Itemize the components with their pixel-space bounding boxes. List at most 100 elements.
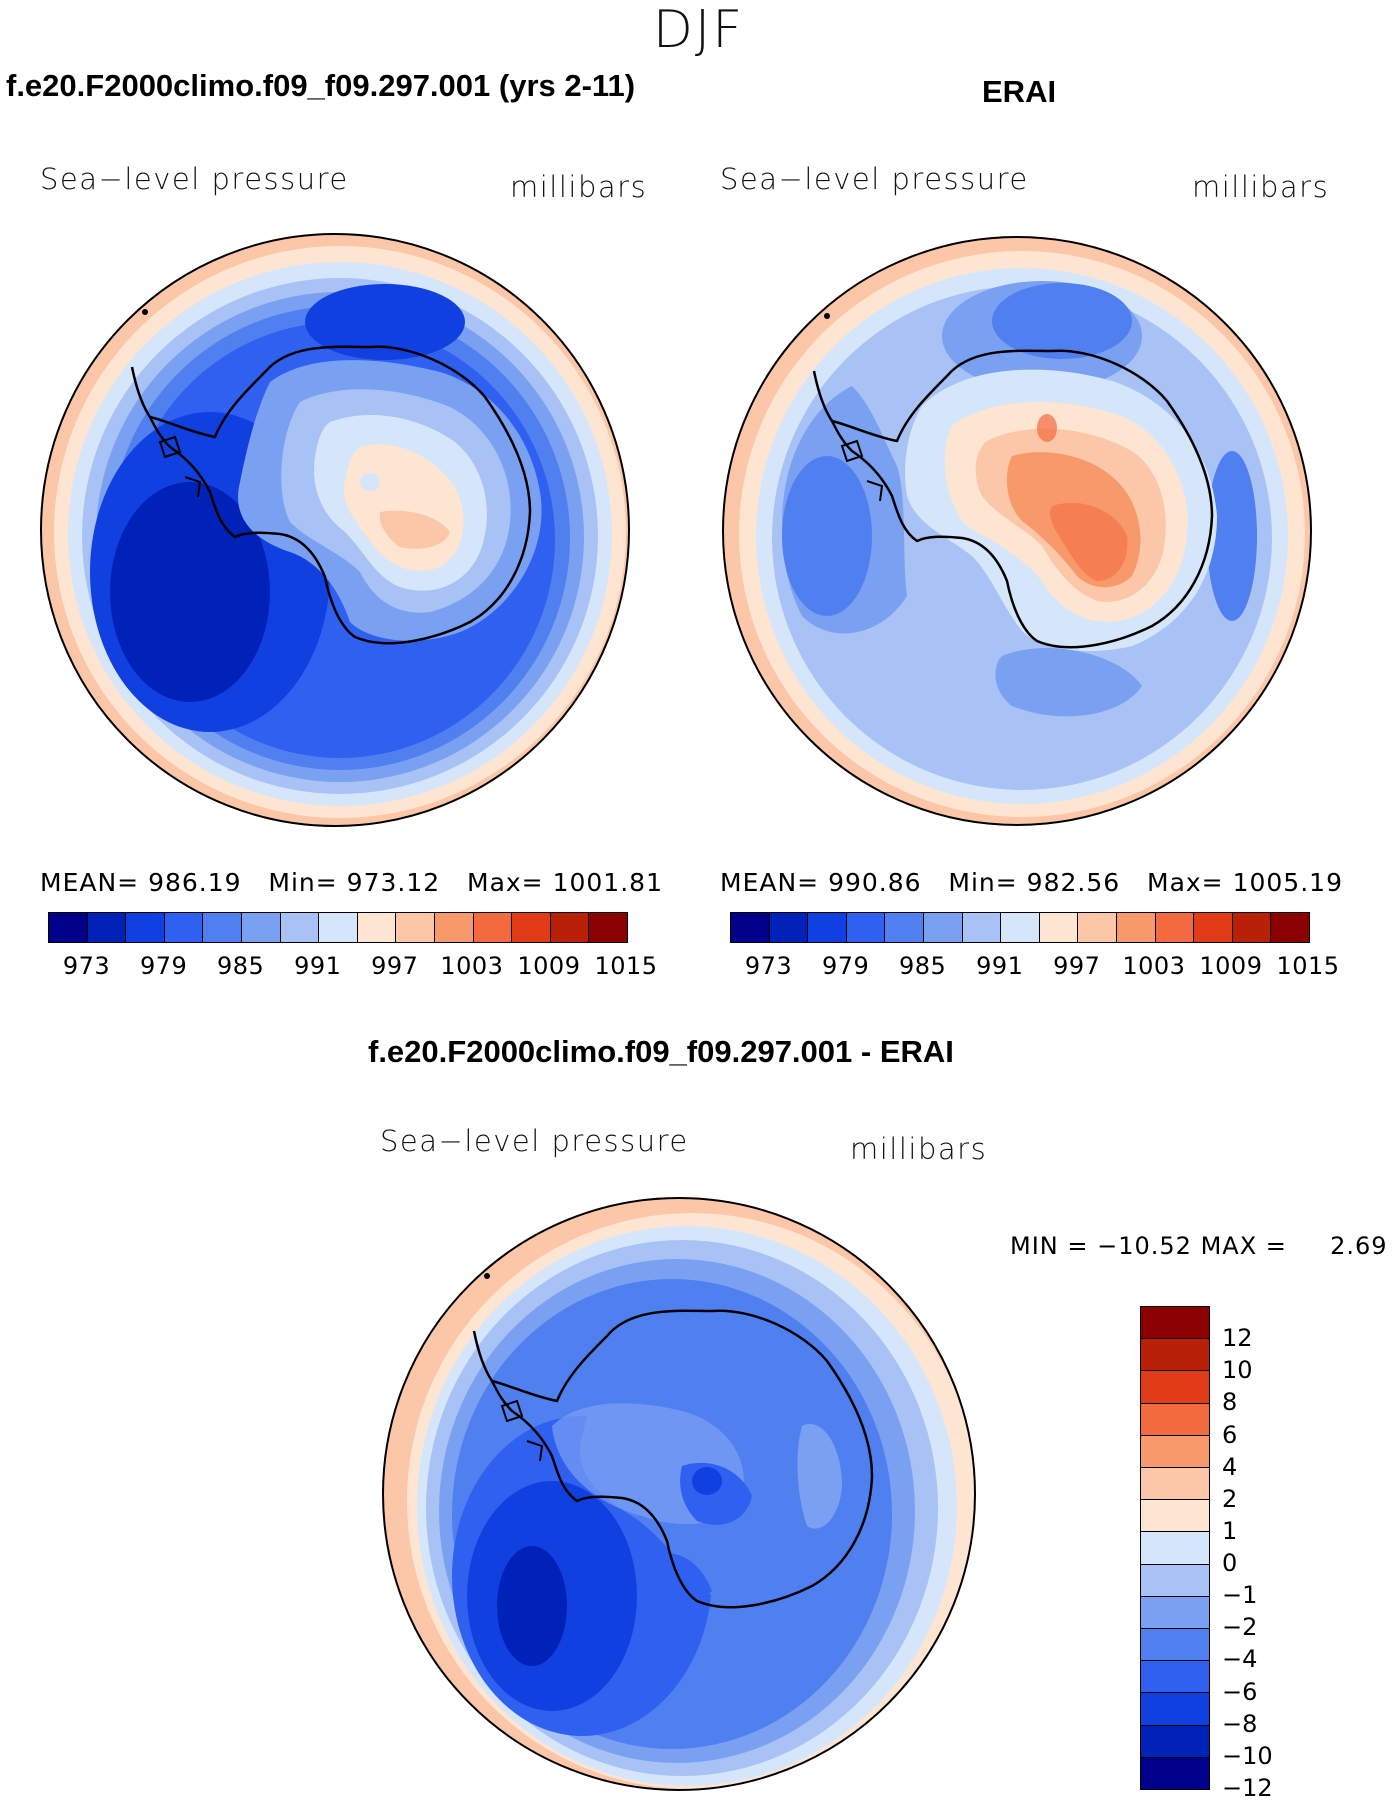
colorbar-swatch — [473, 913, 513, 942]
colorbar-swatch — [1141, 1629, 1209, 1662]
model-max-value: 1001.81 — [552, 868, 663, 897]
colorbar-swatch — [1078, 913, 1117, 942]
obs-variable-label: Sea−level pressure — [720, 162, 1029, 196]
model-variable-label: Sea−level pressure — [40, 162, 349, 196]
colorbar-tick-label: 973 — [744, 952, 793, 980]
colorbar-tick-label: 10 — [1222, 1356, 1253, 1385]
obs-colorbar-ticks: 973 979 985 991 997 1003 1009 1015 — [730, 952, 1339, 982]
colorbar-swatch — [1141, 1661, 1209, 1694]
colorbar-swatch — [434, 913, 474, 942]
diff-min-value: −10.52 — [1097, 1232, 1192, 1260]
obs-min-value: 982.56 — [1026, 868, 1121, 897]
diff-polar-map — [382, 1197, 976, 1791]
colorbar-tick-label: 973 — [62, 952, 111, 980]
obs-max-label: Max= — [1147, 868, 1224, 897]
colorbar-swatch — [1141, 1468, 1209, 1501]
model-mean-label: MEAN= — [40, 868, 140, 897]
colorbar-tick-label: 1009 — [1199, 952, 1263, 980]
diff-variable-label: Sea−level pressure — [380, 1124, 689, 1158]
model-polar-map — [40, 233, 630, 827]
colorbar-swatch — [731, 913, 770, 942]
colorbar-tick-label: 985 — [899, 952, 947, 980]
diff-colorbar-ticks: 12 10 8 6 4 2 1 0 −1 −2 −4 −6 −8 −10 −12 — [1222, 1306, 1312, 1802]
colorbar-tick-label: 991 — [294, 952, 342, 980]
colorbar-tick-label: −12 — [1222, 1774, 1273, 1802]
colorbar-tick-label: 1015 — [594, 952, 658, 980]
colorbar-swatch — [1141, 1564, 1209, 1597]
colorbar-swatch — [126, 913, 165, 942]
colorbar-swatch — [808, 913, 847, 942]
colorbar-swatch — [923, 913, 963, 942]
colorbar-tick-label: 0 — [1222, 1549, 1238, 1578]
colorbar-swatch — [512, 913, 551, 942]
model-min-label: Min= — [268, 868, 338, 897]
colorbar-swatch — [280, 913, 320, 942]
colorbar-swatch — [1141, 1403, 1209, 1436]
obs-panel-title: ERAI — [982, 74, 1057, 109]
colorbar-tick-label: 985 — [217, 952, 265, 980]
colorbar-tick-label: 1015 — [1276, 952, 1340, 980]
obs-stats: MEAN= 990.86 Min= 982.56 Max= 1005.19 — [720, 868, 1343, 897]
colorbar-tick-label: 1009 — [517, 952, 581, 980]
colorbar-swatch — [1116, 913, 1156, 942]
colorbar-tick-label: 12 — [1222, 1324, 1253, 1353]
colorbar-tick-label: −1 — [1222, 1581, 1258, 1610]
colorbar-swatch — [49, 913, 88, 942]
model-max-label: Max= — [467, 868, 544, 897]
colorbar-swatch — [589, 913, 627, 942]
diff-colorbar — [1140, 1306, 1210, 1790]
obs-max-value: 1005.19 — [1232, 868, 1343, 897]
colorbar-swatch — [1232, 913, 1272, 942]
colorbar-swatch — [550, 913, 590, 942]
colorbar-swatch — [1141, 1725, 1209, 1758]
colorbar-swatch — [769, 913, 809, 942]
colorbar-tick-label: 991 — [976, 952, 1024, 980]
model-min-value: 973.12 — [346, 868, 441, 897]
colorbar-swatch — [203, 913, 242, 942]
colorbar-tick-label: 979 — [139, 952, 188, 980]
diff-units-label: millibars — [850, 1132, 988, 1166]
obs-mean-label: MEAN= — [720, 868, 820, 897]
diff-panel-title: f.e20.F2000climo.f09_f09.297.001 - ERAI — [368, 1034, 954, 1069]
colorbar-tick-label: −4 — [1222, 1645, 1258, 1674]
diff-max-label: MAX = — [1200, 1232, 1287, 1260]
colorbar-swatch — [87, 913, 127, 942]
colorbar-tick-label: 979 — [821, 952, 870, 980]
colorbar-tick-label: 997 — [371, 952, 419, 980]
colorbar-swatch — [1141, 1757, 1209, 1790]
colorbar-swatch — [1001, 913, 1040, 942]
colorbar-tick-label: 8 — [1222, 1388, 1238, 1417]
obs-units-label: millibars — [1192, 170, 1330, 204]
colorbar-tick-label: 6 — [1222, 1420, 1238, 1449]
colorbar-tick-label: −2 — [1222, 1613, 1258, 1642]
diff-stats: MIN = −10.52 MAX = 2.69 — [1010, 1232, 1388, 1260]
obs-min-label: Min= — [948, 868, 1018, 897]
colorbar-swatch — [241, 913, 281, 942]
diff-max-value: 2.69 — [1330, 1232, 1388, 1260]
model-stats: MEAN= 986.19 Min= 973.12 Max= 1001.81 — [40, 868, 663, 897]
colorbar-swatch — [1141, 1435, 1209, 1469]
colorbar-swatch — [1141, 1596, 1209, 1630]
colorbar-swatch — [1194, 913, 1233, 942]
obs-mean-value: 990.86 — [828, 868, 922, 897]
colorbar-swatch — [1141, 1371, 1209, 1404]
colorbar-tick-label: 997 — [1053, 952, 1101, 980]
colorbar-swatch — [1039, 913, 1079, 942]
model-mean-value: 986.19 — [148, 868, 242, 897]
colorbar-swatch — [846, 913, 886, 942]
model-colorbar — [48, 912, 628, 943]
colorbar-swatch — [164, 913, 204, 942]
colorbar-swatch — [357, 913, 397, 942]
colorbar-swatch — [1155, 913, 1195, 942]
obs-colorbar — [730, 912, 1310, 943]
colorbar-swatch — [885, 913, 924, 942]
season-title: DJF — [652, 0, 745, 60]
colorbar-swatch — [1271, 913, 1309, 942]
colorbar-tick-label: 4 — [1222, 1452, 1238, 1481]
colorbar-swatch — [1141, 1307, 1209, 1340]
colorbar-tick-label: 2 — [1222, 1484, 1238, 1513]
diff-min-label: MIN = — [1010, 1232, 1089, 1260]
colorbar-tick-label: 1 — [1222, 1516, 1238, 1545]
colorbar-tick-label: −6 — [1222, 1677, 1258, 1706]
colorbar-swatch — [1141, 1500, 1209, 1533]
